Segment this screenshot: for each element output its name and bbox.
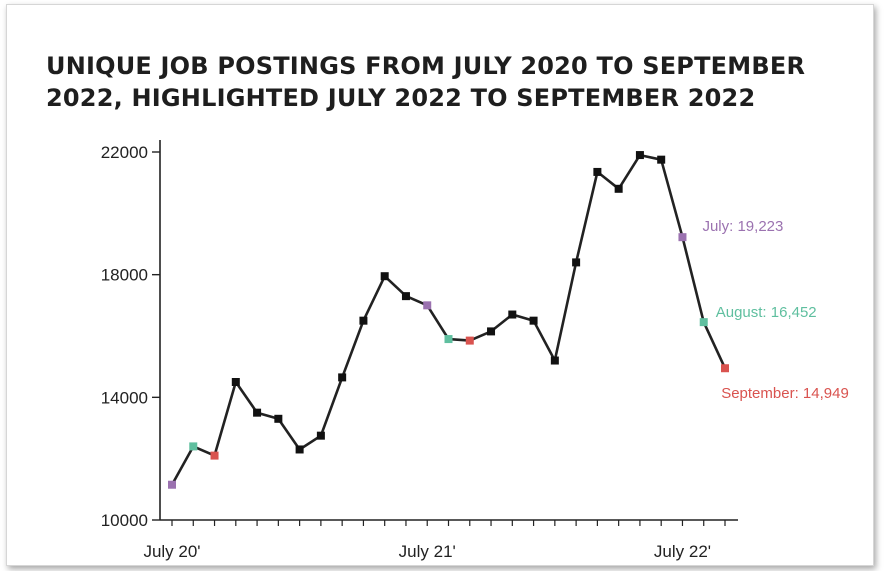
data-point xyxy=(359,316,368,325)
data-point xyxy=(593,167,602,176)
y-tick-label: 18000 xyxy=(101,266,148,285)
data-point xyxy=(678,233,687,242)
data-point xyxy=(189,442,198,451)
data-point xyxy=(508,310,517,319)
chart-title: UNIQUE JOB POSTINGS FROM JULY 2020 TO SE… xyxy=(46,52,806,112)
x-tick-label: July 22' xyxy=(654,542,711,561)
y-tick-label: 10000 xyxy=(101,511,148,530)
data-point xyxy=(614,184,623,193)
data-point xyxy=(168,480,176,489)
data-label: August: 16,452 xyxy=(716,304,817,321)
data-point xyxy=(635,151,644,160)
data-point xyxy=(487,327,496,336)
data-point xyxy=(401,292,410,301)
data-point xyxy=(423,301,432,310)
chart-card xyxy=(6,4,874,566)
data-point xyxy=(465,336,474,345)
data-point xyxy=(253,408,262,417)
y-tick-label: 14000 xyxy=(101,388,148,407)
data-point xyxy=(274,414,283,423)
data-point xyxy=(444,335,453,344)
data-point xyxy=(657,155,666,164)
data-point xyxy=(550,356,559,365)
data-point xyxy=(210,451,219,460)
y-tick-label: 22000 xyxy=(101,143,148,162)
data-point xyxy=(699,318,708,327)
data-point xyxy=(231,378,240,386)
data-point xyxy=(295,445,304,454)
data-label: September: 14,949 xyxy=(721,385,849,402)
data-point xyxy=(316,431,325,440)
series-line xyxy=(170,153,727,486)
data-point xyxy=(721,364,729,373)
x-tick-label: July 21' xyxy=(399,542,456,561)
data-point xyxy=(380,272,389,281)
data-point xyxy=(572,258,581,267)
x-tick-label: July 20' xyxy=(143,542,200,561)
data-point xyxy=(338,373,347,382)
data-label: July: 19,223 xyxy=(702,218,783,235)
data-point xyxy=(529,316,538,325)
